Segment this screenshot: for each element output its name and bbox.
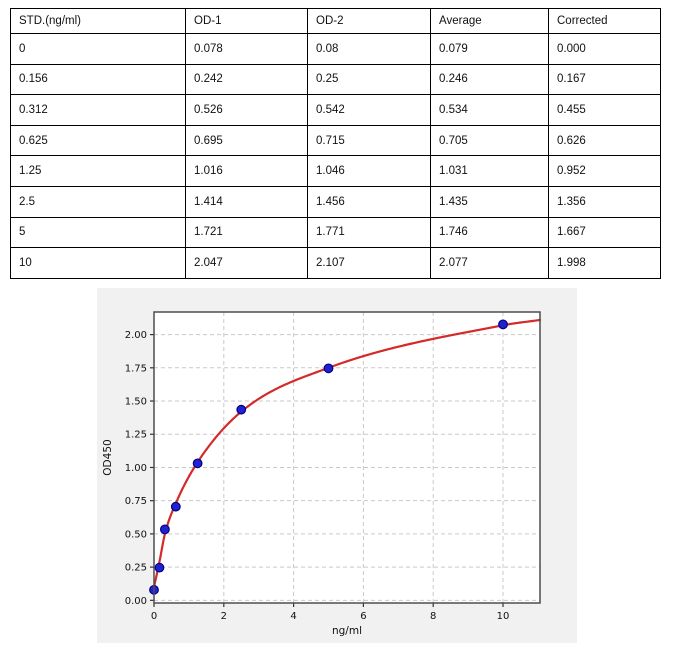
column-header: Average [430,8,549,34]
standards-table: STD.(ng/ml) OD-1 OD-2 Average Corrected 0 0.0… [10,8,661,279]
table-cell: 0.705 [430,124,549,157]
table-cell: 0.455 [548,94,661,126]
table-cell: 0.625 [10,124,186,157]
column-header: STD.(ng/ml) [10,8,186,34]
y-tick-label: 1.25 [125,430,147,441]
table-cell: 0.312 [10,94,186,126]
table-cell: 1.046 [307,155,431,187]
table-row: 0.156 0.242 0.25 0.246 0.167 [10,63,661,96]
data-point [170,501,181,512]
table-row: 1.25 1.016 1.046 1.031 0.952 [10,155,661,187]
table-cell: 1.25 [10,155,186,187]
x-tick-label: 6 [360,611,366,622]
table-cell: 0.246 [430,63,549,96]
y-tick-label: 2.00 [125,330,147,341]
table-cell: 2.047 [185,247,308,279]
table-row: 5 1.721 1.771 1.746 1.667 [10,216,661,249]
table-cell: 0.156 [10,63,186,96]
standards-table-wrapper: STD.(ng/ml) OD-1 OD-2 Average Corrected 0 0.0… [10,8,661,279]
data-point [323,363,334,374]
table-cell: 2.5 [10,185,186,218]
column-header: OD-1 [185,8,308,34]
table-row: 2.5 1.414 1.456 1.435 1.356 [10,185,661,218]
x-tick-label: 2 [221,611,227,622]
x-axis-label: ng/ml [332,625,362,637]
table-cell: 0.715 [307,124,431,157]
table-cell: 1.667 [548,216,661,249]
table-cell: 1.356 [548,185,661,218]
table-cell: 0.242 [185,63,308,96]
table-cell: 0.526 [185,94,308,126]
standard-curve-chart: 0 2 4 6 8 10 0.00 0.25 0.50 0.75 1.00 1.25 1.50 1.75 2… [97,288,577,643]
table-cell: 0.952 [548,155,661,187]
table-row: 0.312 0.526 0.542 0.534 0.455 [10,94,661,126]
table-cell: 0 [10,33,186,65]
y-tick-label: 1.00 [125,463,147,474]
table-cell: 1.435 [430,185,549,218]
table-cell: 1.721 [185,216,308,249]
plot-border [153,311,541,604]
data-point [236,404,247,415]
table-cell: 1.414 [185,185,308,218]
x-tick-label: 8 [430,611,436,622]
table-header-row: STD.(ng/ml) OD-1 OD-2 Average Corrected [10,8,661,34]
table-cell: 0.542 [307,94,431,126]
table-row: 10 2.047 2.107 2.077 1.998 [10,247,661,279]
data-point [192,458,203,469]
standard-curve-figure: 0 2 4 6 8 10 0.00 0.25 0.50 0.75 1.00 1.25 1.50 1.75 2… [97,288,577,643]
table-cell: 0.000 [548,33,661,65]
y-tick-label: 1.50 [125,397,147,408]
table-cell: 0.695 [185,124,308,157]
x-tick-label: 4 [290,611,296,622]
table-cell: 0.167 [548,63,661,96]
y-tick-label: 0.75 [125,496,147,507]
table-cell: 10 [10,247,186,279]
x-tick-label: 10 [497,611,510,622]
table-cell: 1.016 [185,155,308,187]
data-point [498,319,508,330]
table-cell: 2.107 [307,247,431,279]
y-axis-label: OD450 [102,439,114,475]
table-cell: 2.077 [430,247,549,279]
table-cell: 0.534 [430,94,549,126]
y-tick-label: 0.50 [125,529,147,540]
data-point [159,524,170,535]
y-tick-label: 0.00 [125,596,147,607]
table-cell: 0.25 [307,63,431,96]
fit-curve [152,318,542,589]
table-cell: 1.456 [307,185,431,218]
x-tick-label: 0 [151,611,157,622]
table-cell: 0.079 [430,33,549,65]
y-tick-label: 1.75 [125,363,147,374]
column-header: OD-2 [307,8,431,34]
table-cell: 1.746 [430,216,549,249]
table-cell: 0.626 [548,124,661,157]
table-cell: 1.771 [307,216,431,249]
table-cell: 0.078 [185,33,308,65]
table-row: 0.625 0.695 0.715 0.705 0.626 [10,124,661,157]
table-cell: 0.08 [307,33,431,65]
plot-area [154,312,540,603]
data-point [154,562,165,573]
table-row: 0 0.078 0.08 0.079 0.000 [10,33,661,65]
y-tick-label: 0.25 [125,563,147,574]
column-header: Corrected [548,8,661,34]
table-cell: 5 [10,216,186,249]
table-cell: 1.031 [430,155,549,187]
table-cell: 1.998 [548,247,661,279]
